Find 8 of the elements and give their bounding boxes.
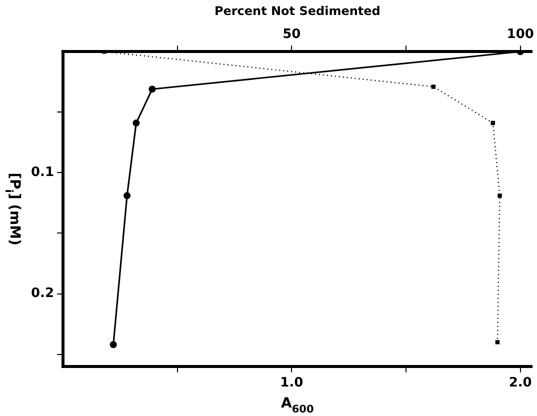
x2-tick-label: 50 (282, 27, 301, 42)
y-axis-title: [Pi] (mM) (2, 172, 22, 246)
x-tick-label: 2.0 (508, 376, 532, 391)
y-tick-label: 0.1 (31, 165, 54, 180)
x2-tick-label: 100 (506, 27, 534, 42)
x-tick-label: 1.0 (280, 376, 304, 391)
x2-axis-title: Percent Not Sedimented (214, 4, 380, 18)
y-tick-label: 0.2 (31, 286, 54, 302)
